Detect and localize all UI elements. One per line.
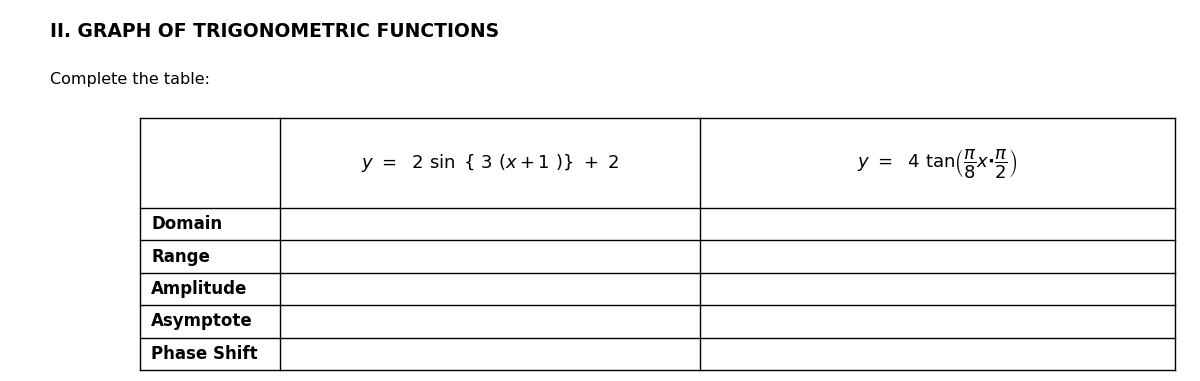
Text: Range: Range <box>151 248 210 266</box>
Text: II. GRAPH OF TRIGONOMETRIC FUNCTIONS: II. GRAPH OF TRIGONOMETRIC FUNCTIONS <box>50 22 499 41</box>
Text: Asymptote: Asymptote <box>151 312 253 330</box>
Text: Domain: Domain <box>151 215 222 233</box>
Text: Phase Shift: Phase Shift <box>151 345 258 363</box>
Text: Complete the table:: Complete the table: <box>50 72 210 87</box>
Text: $y\ =\ \ 4\ \tan\!\left(\dfrac{\pi}{8}x\boldsymbol{\cdot}\dfrac{\pi}{2}\right)$: $y\ =\ \ 4\ \tan\!\left(\dfrac{\pi}{8}x\… <box>858 147 1018 179</box>
Text: Amplitude: Amplitude <box>151 280 247 298</box>
Text: $y\ =\ \ 2\ \sin\ \{\ 3\ (x + 1\ )\}\ +\ 2$: $y\ =\ \ 2\ \sin\ \{\ 3\ (x + 1\ )\}\ +\… <box>361 152 619 174</box>
